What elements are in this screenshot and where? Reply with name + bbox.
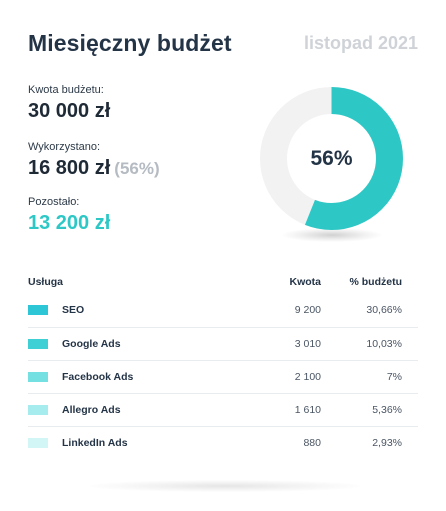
used-amount-block: Wykorzystano: 16 800 zł (56%) xyxy=(28,141,160,180)
budget-amount-block: Kwota budżetu: 30 000 zł xyxy=(28,84,110,123)
color-swatch xyxy=(28,339,48,349)
service-name: LinkedIn Ads xyxy=(62,437,128,449)
service-percent: 30,66% xyxy=(366,304,402,316)
table-row: LinkedIn Ads 880 2,93% xyxy=(28,426,418,459)
table-row: SEO 9 200 30,66% xyxy=(28,294,418,327)
table-row: Allegro Ads 1 610 5,36% xyxy=(28,393,418,426)
header-percent: % budżetu xyxy=(349,276,403,288)
remaining-amount-value: 13 200 zł xyxy=(28,212,111,234)
used-amount-label: Wykorzystano: xyxy=(28,141,101,153)
table-row: Facebook Ads 2 100 7% xyxy=(28,360,418,393)
period-label: listopad 2021 xyxy=(303,33,418,53)
service-amount: 880 xyxy=(303,437,321,449)
budget-donut-chart: 56% xyxy=(259,86,404,231)
service-percent: 10,03% xyxy=(366,338,402,350)
table-body: SEO 9 200 30,66% Google Ads 3 010 10,03%… xyxy=(28,294,418,459)
header-service: Usługa xyxy=(28,276,64,288)
used-amount-row: 16 800 zł (56%) xyxy=(28,157,160,180)
service-name: Allegro Ads xyxy=(62,404,121,416)
donut-percent-label: 56% xyxy=(310,146,353,170)
donut-used-arc xyxy=(260,87,403,230)
service-amount: 3 010 xyxy=(294,338,321,350)
service-percent: 2,93% xyxy=(372,437,402,449)
used-percent: (56%) xyxy=(114,159,160,178)
service-name: Facebook Ads xyxy=(62,371,134,383)
service-amount: 1 610 xyxy=(294,404,321,416)
color-swatch xyxy=(28,405,48,415)
color-swatch xyxy=(28,305,48,315)
budget-amount-value: 30 000 zł xyxy=(28,100,111,122)
service-percent: 5,36% xyxy=(372,404,402,416)
donut-shadow xyxy=(282,228,382,242)
header: Miesięczny budżet listopad 2021 xyxy=(28,30,418,62)
table-header: Usługa Kwota % budżetu xyxy=(28,270,418,294)
used-amount-value: 16 800 zł xyxy=(28,157,111,179)
table-row: Google Ads 3 010 10,03% xyxy=(28,327,418,360)
remaining-amount-block: Pozostało: 13 200 zł xyxy=(28,196,110,235)
page-title: Miesięczny budżet xyxy=(28,30,232,56)
donut-svg xyxy=(260,87,403,230)
services-table: Usługa Kwota % budżetu SEO 9 200 30,66% … xyxy=(28,270,418,459)
color-swatch xyxy=(28,438,48,448)
service-percent: 7% xyxy=(386,371,402,383)
remaining-amount-label: Pozostało: xyxy=(28,196,80,208)
header-amount: Kwota xyxy=(289,276,322,288)
color-swatch xyxy=(28,372,48,382)
service-name: SEO xyxy=(62,304,85,316)
service-amount: 2 100 xyxy=(294,371,321,383)
service-name: Google Ads xyxy=(62,338,121,350)
budget-amount-label: Kwota budżetu: xyxy=(28,84,104,96)
bottom-shadow xyxy=(90,480,360,492)
service-amount: 9 200 xyxy=(294,304,321,316)
